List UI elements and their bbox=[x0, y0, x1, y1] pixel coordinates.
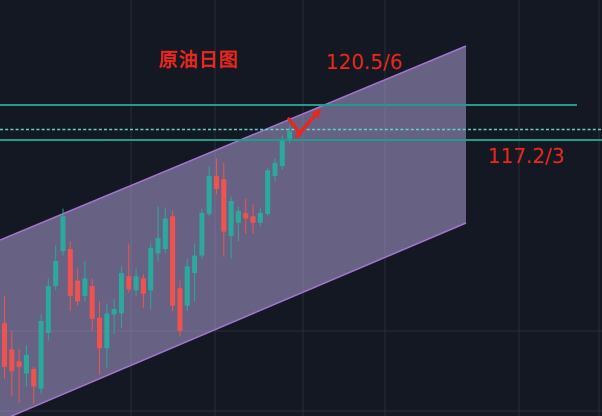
candle-body bbox=[53, 261, 59, 287]
candle-body bbox=[38, 321, 44, 389]
candle-body bbox=[31, 369, 37, 387]
resistance-level-label: 120.5/6 bbox=[326, 50, 403, 74]
candle-body bbox=[89, 286, 95, 319]
candle-body bbox=[235, 210, 241, 223]
candle-body bbox=[2, 323, 7, 367]
candle-body bbox=[250, 216, 256, 223]
candle-body bbox=[104, 313, 110, 349]
candle-body bbox=[206, 175, 212, 215]
candle-body bbox=[67, 249, 73, 296]
candle-body bbox=[23, 354, 29, 374]
candle-body bbox=[97, 317, 103, 349]
candle-body bbox=[133, 276, 139, 291]
candle-body bbox=[279, 141, 285, 167]
candle-body bbox=[257, 213, 263, 223]
support-level-label: 117.2/3 bbox=[488, 144, 565, 168]
candle-body bbox=[265, 170, 271, 215]
candle-body bbox=[221, 179, 227, 232]
level-lines bbox=[0, 104, 602, 141]
candle-body bbox=[9, 349, 15, 372]
candle-body bbox=[140, 278, 146, 294]
candle-body bbox=[148, 247, 154, 291]
candle-body bbox=[118, 273, 124, 314]
candle-body bbox=[272, 162, 278, 176]
candle-body bbox=[287, 131, 293, 139]
candle-body bbox=[126, 276, 132, 290]
candle-body bbox=[155, 238, 161, 254]
candle-body bbox=[162, 218, 168, 250]
arrow-head bbox=[295, 128, 302, 136]
candle-body bbox=[184, 266, 190, 306]
candle-body bbox=[75, 280, 81, 302]
channel-lower-edge bbox=[9, 222, 467, 416]
candle-body bbox=[60, 216, 66, 252]
arrow-head bbox=[311, 108, 321, 119]
candlesticks bbox=[2, 125, 293, 404]
candle-body bbox=[228, 201, 234, 236]
candle-body bbox=[16, 361, 22, 367]
candle-body bbox=[82, 278, 88, 296]
candle-body bbox=[243, 213, 249, 219]
candle-body bbox=[170, 216, 176, 306]
breakout-arrow-annotation bbox=[287, 108, 321, 139]
channel-upper-edge bbox=[0, 45, 467, 241]
candle-body bbox=[213, 175, 219, 190]
candle-body bbox=[192, 255, 198, 274]
candle-body bbox=[45, 286, 51, 334]
chart-title: 原油日图 bbox=[159, 49, 240, 71]
candle-body bbox=[177, 288, 183, 331]
arrow-shaft bbox=[287, 117, 301, 134]
candle-body bbox=[199, 213, 205, 256]
candle-body bbox=[111, 309, 117, 315]
